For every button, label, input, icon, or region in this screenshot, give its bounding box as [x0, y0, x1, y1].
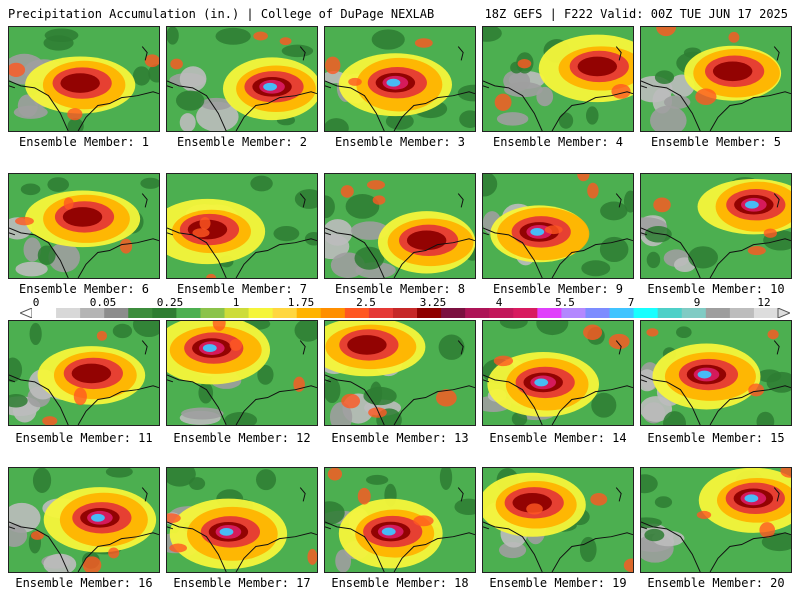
colorbar-tick-label: 0.25 — [156, 296, 184, 309]
ensemble-member-label: Ensemble Member: 10 — [647, 282, 785, 296]
colorbar-segment — [248, 308, 274, 318]
colorbar-segment — [465, 308, 490, 318]
ensemble-member-label: Ensemble Member: 1 — [18, 135, 150, 149]
map-title: Precipitation Accumulation (in.) | Colle… — [8, 7, 435, 21]
colorbar-segment — [320, 308, 346, 318]
ensemble-member-map — [324, 467, 476, 573]
ensemble-member-label: Ensemble Member: 14 — [489, 431, 627, 445]
colorbar-segment — [609, 308, 635, 318]
colorbar-segment — [392, 308, 418, 318]
colorbar-segment — [104, 308, 129, 318]
colorbar-segment — [176, 308, 201, 318]
colorbar-segment — [368, 308, 394, 318]
colorbar-segment — [56, 308, 81, 318]
ensemble-member-label: Ensemble Member: 4 — [492, 135, 624, 149]
ensemble-member-label: Ensemble Member: 3 — [334, 135, 466, 149]
colorbar-tick-labels: 0 0.05 0.25 1 1.75 2.5 3.25 4 5.5 7 9 12 — [20, 296, 790, 309]
ensemble-member-label: Ensemble Member: 7 — [176, 282, 308, 296]
colorbar-segment — [537, 308, 562, 318]
ensemble-member-label: Ensemble Member: 18 — [331, 576, 469, 590]
colorbar-tick-label: 2.5 — [356, 296, 376, 309]
colorbar-scale — [20, 308, 790, 318]
colorbar-segment — [344, 308, 370, 318]
colorbar-segment — [417, 308, 442, 318]
ensemble-member-map — [8, 26, 160, 132]
colorbar-segment — [128, 308, 153, 318]
colorbar-segment — [272, 308, 298, 318]
colorbar-segment — [705, 308, 731, 318]
colorbar-tick-label: 9 — [693, 296, 701, 309]
colorbar-segment — [489, 308, 514, 318]
colorbar-tick-label: 7 — [627, 296, 635, 309]
ensemble-member-map — [482, 467, 634, 573]
colorbar-right-arrow — [777, 308, 790, 318]
ensemble-member-label: Ensemble Member: 19 — [489, 576, 627, 590]
colorbar-tick-label: 0.05 — [89, 296, 117, 309]
header: Precipitation Accumulation (in.) | Colle… — [0, 0, 800, 24]
ensemble-member-map — [482, 173, 634, 279]
ensemble-member-map — [8, 467, 160, 573]
colorbar-segment — [200, 308, 226, 318]
colorbar-segment — [585, 308, 611, 318]
colorbar-segment — [224, 308, 250, 318]
ensemble-member-label: Ensemble Member: 9 — [492, 282, 624, 296]
ensemble-member-label: Ensemble Member: 8 — [334, 282, 466, 296]
colorbar-segment — [753, 308, 779, 318]
ensemble-member-label: Ensemble Member: 6 — [18, 282, 150, 296]
ensemble-member-map — [166, 320, 318, 426]
colorbar-segment — [633, 308, 659, 318]
ensemble-member-label: Ensemble Member: 12 — [173, 431, 311, 445]
ensemble-member-map — [640, 467, 792, 573]
colorbar-segment — [729, 308, 755, 318]
colorbar-segment — [681, 308, 707, 318]
colorbar-tick-label: 3.25 — [419, 296, 447, 309]
ensemble-member-map — [166, 467, 318, 573]
ensemble-member-map — [640, 320, 792, 426]
ensemble-member-label: Ensemble Member: 13 — [331, 431, 469, 445]
colorbar: 0 0.05 0.25 1 1.75 2.5 3.25 4 5.5 7 9 12 — [20, 296, 790, 320]
ensemble-member-map — [482, 26, 634, 132]
ensemble-member-map — [8, 173, 160, 279]
ensemble-member-map — [640, 173, 792, 279]
ensemble-member-map — [324, 173, 476, 279]
ensemble-member-label: Ensemble Member: 20 — [647, 576, 785, 590]
run-info: 18Z GEFS | F222 Valid: 00Z TUE JUN 17 20… — [484, 7, 788, 21]
ensemble-member-map — [482, 320, 634, 426]
ensemble-member-map — [640, 26, 792, 132]
colorbar-segment — [561, 308, 586, 318]
ensemble-member-map — [166, 26, 318, 132]
colorbar-tick-label: 5.5 — [555, 296, 575, 309]
colorbar-tick-label: 0 — [32, 296, 40, 309]
ensemble-member-label: Ensemble Member: 5 — [650, 135, 782, 149]
ensemble-member-label: Ensemble Member: 11 — [15, 431, 153, 445]
colorbar-segment — [32, 308, 57, 318]
ensemble-member-map — [166, 173, 318, 279]
colorbar-tick-label: 1.75 — [287, 296, 315, 309]
colorbar-segment — [657, 308, 683, 318]
ensemble-member-label: Ensemble Member: 15 — [647, 431, 785, 445]
ensemble-member-label: Ensemble Member: 17 — [173, 576, 311, 590]
ensemble-member-label: Ensemble Member: 16 — [15, 576, 153, 590]
ensemble-member-label: Ensemble Member: 2 — [176, 135, 308, 149]
colorbar-tick-label: 12 — [757, 296, 771, 309]
colorbar-segment — [296, 308, 322, 318]
colorbar-left-arrow — [20, 308, 33, 318]
colorbar-tick-label: 4 — [495, 296, 503, 309]
ensemble-member-map — [324, 26, 476, 132]
colorbar-segment — [80, 308, 105, 318]
ensemble-member-map — [8, 320, 160, 426]
ensemble-member-map — [324, 320, 476, 426]
colorbar-segment — [441, 308, 466, 318]
colorbar-segment — [513, 308, 538, 318]
colorbar-tick-label: 1 — [232, 296, 240, 309]
colorbar-segment — [152, 308, 177, 318]
